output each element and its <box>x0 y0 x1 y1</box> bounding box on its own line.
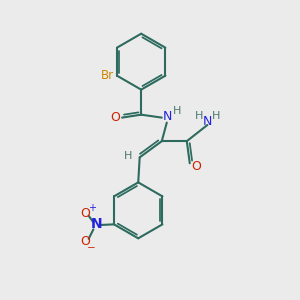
Text: H: H <box>194 111 203 121</box>
Text: N: N <box>91 217 102 231</box>
Text: Br: Br <box>101 69 114 82</box>
Text: O: O <box>110 111 120 124</box>
Text: +: + <box>88 203 96 213</box>
Text: H: H <box>124 151 132 161</box>
Text: H: H <box>212 111 220 121</box>
Text: O: O <box>80 207 90 220</box>
Text: O: O <box>191 160 201 173</box>
Text: O: O <box>80 235 90 248</box>
Text: −: − <box>87 243 96 253</box>
Text: N: N <box>163 110 172 123</box>
Text: N: N <box>203 115 212 128</box>
Text: H: H <box>173 106 181 116</box>
